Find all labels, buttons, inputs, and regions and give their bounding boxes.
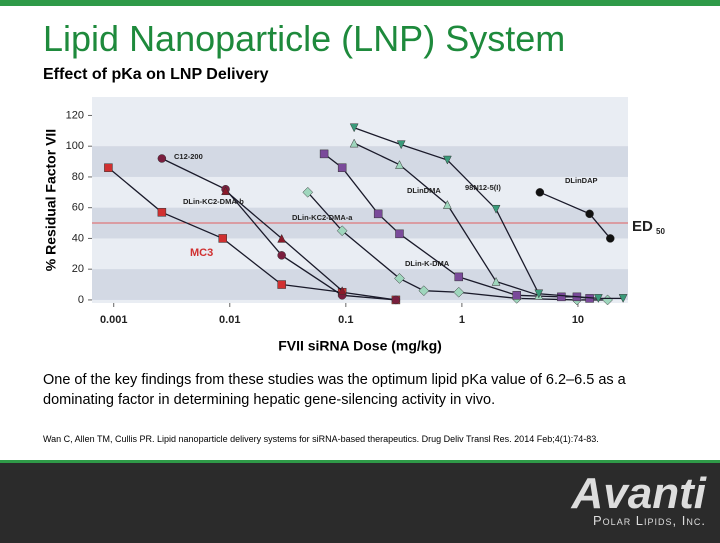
y-tick-label: 0 [78, 294, 84, 306]
marker [157, 208, 167, 217]
plot-area [92, 97, 628, 303]
slide-title: Lipid Nanoparticle (LNP) System [43, 18, 566, 59]
x-tick-label: 10 [572, 314, 584, 326]
marker [491, 276, 501, 286]
y-tick-label: 100 [66, 140, 84, 152]
series-label: DLinDAP [565, 176, 598, 185]
marker [218, 234, 227, 243]
y-tick-label: 120 [66, 109, 84, 121]
marker [557, 292, 566, 302]
y-tick-label: 40 [72, 232, 84, 244]
logo: Avanti Polar Lipids, Inc. [572, 469, 706, 528]
marker [394, 273, 405, 284]
y-tick-label: 60 [72, 202, 84, 214]
series-label: DLin-KC2-DMA-a [292, 213, 353, 222]
x-tick-label: 0.01 [219, 314, 240, 326]
x-tick-label: 0.001 [100, 314, 128, 326]
marker [336, 225, 348, 237]
marker [395, 229, 404, 239]
marker [491, 204, 501, 214]
marker [319, 149, 329, 159]
marker [157, 154, 167, 163]
logo-name: Avanti [571, 469, 706, 518]
marker [585, 209, 594, 219]
series-line [107, 167, 396, 301]
reference-label: ED [632, 218, 653, 235]
band [92, 146, 628, 177]
marker [396, 140, 406, 150]
footer: Avanti Polar Lipids, Inc. [0, 460, 720, 543]
chart: 0 20 40 60 80 100 120 0.001 0.01 0.1 1 10 FVII siRNA… [43, 97, 665, 354]
series-label: DLin-KC2-DMA-b [183, 197, 244, 206]
marker [349, 123, 359, 133]
top-bar [0, 0, 720, 6]
marker [373, 209, 383, 219]
series-line [307, 191, 608, 301]
marker [277, 251, 286, 260]
y-tick-label: 20 [72, 263, 84, 275]
marker [535, 188, 545, 197]
citation: Wan C, Allen TM, Cullis PR. Lipid nanopa… [43, 434, 599, 444]
x-tick-label: 1 [459, 314, 465, 326]
marker [618, 294, 628, 303]
marker [395, 160, 404, 169]
subtitle: Effect of pKa on LNP Delivery [43, 66, 269, 83]
marker [418, 285, 430, 297]
x-tick-label: 0.1 [338, 314, 353, 326]
marker [442, 200, 452, 209]
marker [534, 289, 544, 299]
series-label: DLinDMA [407, 186, 441, 195]
marker [302, 186, 314, 198]
marker [221, 186, 230, 196]
marker [337, 163, 347, 172]
marker [349, 138, 359, 148]
marker [337, 286, 347, 295]
marker [593, 294, 603, 303]
series-label: C12-200 [174, 152, 203, 161]
marker [104, 163, 113, 172]
logo-tagline: Polar Lipids, Inc. [593, 513, 706, 528]
reference-label-sub: 50 [656, 227, 665, 236]
marker [454, 272, 464, 282]
y-axis-label: % Residual Factor VII [43, 129, 59, 271]
marker [606, 234, 615, 243]
series-label: MC3 [190, 247, 213, 259]
marker [391, 295, 401, 305]
body-text: One of the key findings from these studi… [43, 372, 626, 408]
x-axis-label: FVII siRNA Dose (mg/kg) [278, 338, 442, 354]
series-label: 98N12-5(I) [465, 183, 501, 192]
marker [277, 233, 287, 243]
y-tick-label: 80 [72, 171, 84, 183]
marker [442, 155, 452, 165]
series-label: DLin-K-DMA [405, 259, 450, 268]
marker [453, 286, 465, 298]
marker [277, 280, 286, 289]
marker [512, 291, 521, 300]
